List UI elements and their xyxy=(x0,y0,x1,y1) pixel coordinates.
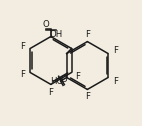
Text: OH: OH xyxy=(49,30,62,39)
Text: F: F xyxy=(85,29,90,39)
Text: O: O xyxy=(42,20,49,29)
Text: F: F xyxy=(20,70,25,79)
Text: F: F xyxy=(75,72,80,82)
Text: F: F xyxy=(20,42,25,51)
Text: F: F xyxy=(113,76,118,86)
Text: F: F xyxy=(113,45,118,55)
Text: O: O xyxy=(60,75,67,84)
Text: HO: HO xyxy=(51,77,64,86)
Text: F: F xyxy=(85,92,90,101)
Text: F: F xyxy=(48,88,53,97)
